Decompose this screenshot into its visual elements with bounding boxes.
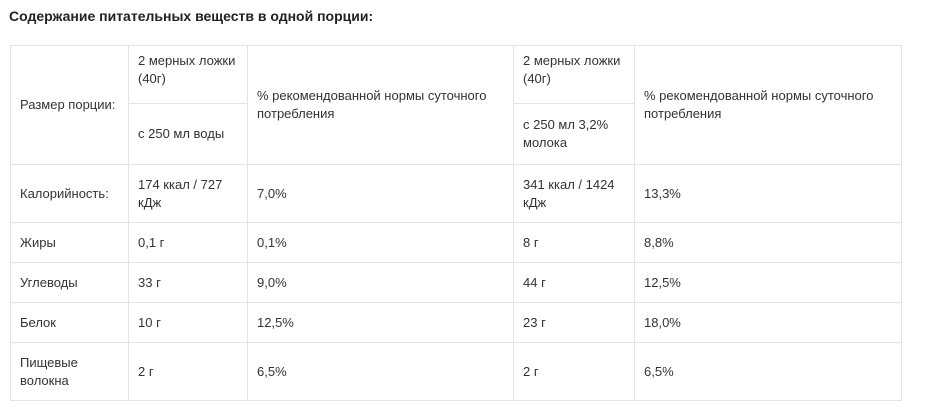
table-row: Калорийность: 174 ккал / 727 кДж 7,0% 34… — [10, 164, 902, 223]
nutrition-table: Размер порции: 2 мерных ложки (40г) % ре… — [10, 45, 902, 401]
milk-percent: 8,8% — [634, 222, 902, 263]
water-value: 2 г — [128, 342, 248, 401]
water-value: 0,1 г — [128, 222, 248, 263]
water-percent: 0,1% — [247, 222, 514, 263]
milk-value: 341 ккал / 1424 кДж — [513, 164, 635, 223]
nutrient-name: Калорийность: — [10, 164, 129, 223]
milk-value: 2 г — [513, 342, 635, 401]
water-value: 10 г — [128, 302, 248, 343]
table-row: Пищевые волокна 2 г 6,5% 2 г 6,5% — [10, 342, 902, 401]
nutrient-name: Жиры — [10, 222, 129, 263]
milk-percent: 12,5% — [634, 262, 902, 303]
header-subrow: с 250 мл воды с 250 мл 3,2% молока — [11, 103, 902, 165]
table-row: Углеводы 33 г 9,0% 44 г 12,5% — [10, 262, 902, 303]
milk-amount-cell: 2 мерных ложки (40г) — [513, 45, 635, 104]
water-amount-cell: 2 мерных ложки (40г) — [128, 45, 248, 104]
milk-percent: 6,5% — [634, 342, 902, 401]
section-heading: Содержание питательных веществ в одной п… — [9, 8, 374, 24]
milk-with-cell: с 250 мл 3,2% молока — [513, 103, 635, 165]
milk-value: 23 г — [513, 302, 635, 343]
milk-percent-header: % рекомендованной нормы суточного потреб… — [634, 45, 902, 165]
nutrient-name: Пищевые волокна — [10, 342, 129, 401]
table-row: Белок 10 г 12,5% 23 г 18,0% — [10, 302, 902, 343]
nutrient-name: Углеводы — [10, 262, 129, 303]
milk-value: 44 г — [513, 262, 635, 303]
water-value: 33 г — [128, 262, 248, 303]
milk-percent: 18,0% — [634, 302, 902, 343]
water-percent: 12,5% — [247, 302, 514, 343]
water-percent: 9,0% — [247, 262, 514, 303]
nutrient-name: Белок — [10, 302, 129, 343]
water-percent: 7,0% — [247, 164, 514, 223]
milk-value: 8 г — [513, 222, 635, 263]
water-with-cell: с 250 мл воды — [128, 103, 248, 165]
table-row: Жиры 0,1 г 0,1% 8 г 8,8% — [10, 222, 902, 263]
header-row: Размер порции: 2 мерных ложки (40г) % ре… — [10, 45, 902, 165]
milk-percent: 13,3% — [634, 164, 902, 223]
serving-size-label: Размер порции: — [10, 45, 129, 165]
water-value: 174 ккал / 727 кДж — [128, 164, 248, 223]
water-percent-header: % рекомендованной нормы суточного потреб… — [247, 45, 514, 165]
water-percent: 6,5% — [247, 342, 514, 401]
